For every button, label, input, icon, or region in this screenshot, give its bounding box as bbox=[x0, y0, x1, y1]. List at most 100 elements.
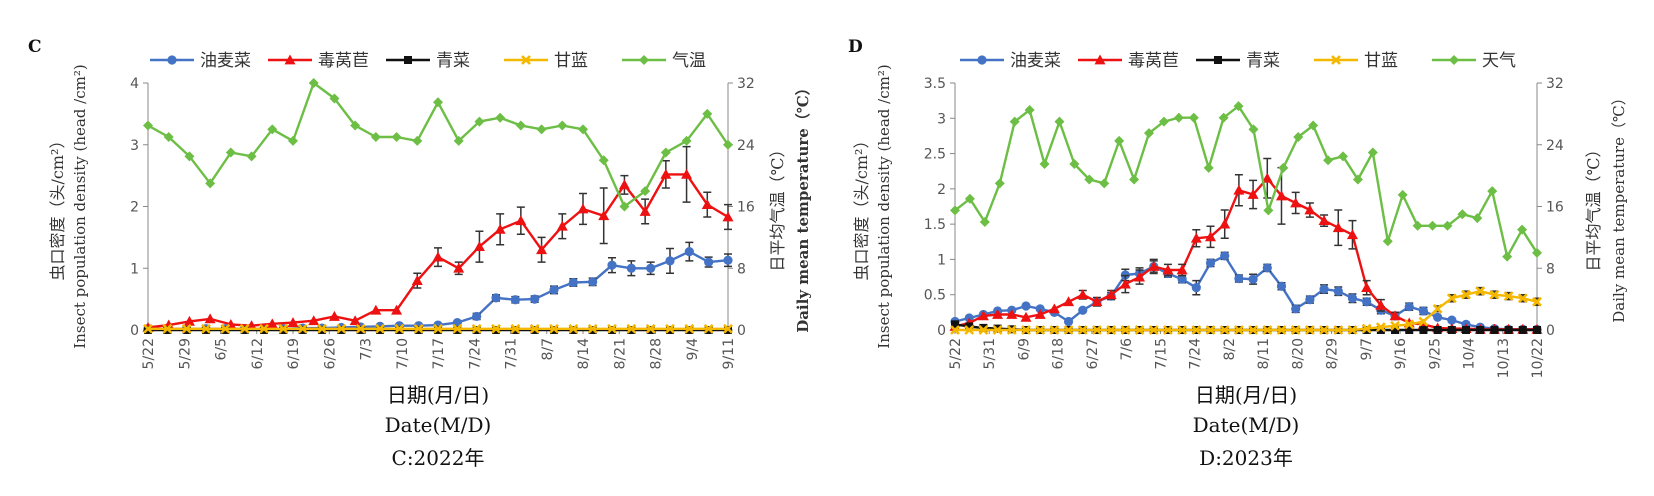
data-point-青菜 bbox=[1533, 326, 1541, 334]
legend-label-青菜: 青菜 bbox=[1246, 51, 1280, 71]
right-tick-label: 32 bbox=[737, 76, 755, 92]
data-point-气温 bbox=[433, 97, 443, 108]
data-point-毒莴苣 bbox=[1290, 197, 1302, 208]
x-tick-label: 8/2 bbox=[1222, 338, 1238, 361]
data-point-气温 bbox=[723, 139, 733, 150]
data-point-毒莴苣 bbox=[1261, 172, 1273, 183]
legend-symbol-天气-marker bbox=[1449, 55, 1459, 65]
data-point-油麦菜 bbox=[549, 285, 559, 295]
data-point-甘蓝 bbox=[1049, 325, 1060, 335]
data-point-毒莴苣 bbox=[515, 215, 527, 226]
legend-label-青菜: 青菜 bbox=[436, 51, 470, 71]
data-point-甘蓝 bbox=[220, 323, 231, 334]
data-point-气温 bbox=[495, 112, 506, 123]
data-point-油麦菜 bbox=[472, 311, 482, 322]
data-point-毒莴苣 bbox=[1148, 260, 1160, 271]
x-axis-title-en: Date(M/D) bbox=[1193, 413, 1300, 437]
data-point-毒莴苣 bbox=[1247, 189, 1259, 199]
data-point-天气 bbox=[1382, 236, 1393, 247]
x-tick-label: 5/31 bbox=[982, 338, 998, 369]
data-point-甘蓝 bbox=[1219, 325, 1230, 335]
data-point-天气 bbox=[1532, 247, 1542, 258]
data-point-甘蓝 bbox=[1134, 325, 1145, 335]
data-point-甘蓝 bbox=[1191, 325, 1202, 335]
data-point-油麦菜 bbox=[1063, 316, 1074, 327]
data-point-青菜 bbox=[965, 322, 974, 331]
data-point-毒莴苣 bbox=[722, 211, 734, 222]
data-point-天气 bbox=[1248, 124, 1259, 135]
data-point-毒莴苣 bbox=[370, 304, 382, 315]
data-point-毒莴苣 bbox=[577, 203, 589, 214]
data-point-甘蓝 bbox=[375, 323, 385, 334]
data-point-油麦菜 bbox=[510, 295, 520, 305]
data-point-甘蓝 bbox=[1092, 325, 1102, 335]
legend-label-甘蓝: 甘蓝 bbox=[1364, 51, 1398, 71]
left-axis-title-en: Insect population density (head /cm²) bbox=[71, 64, 89, 348]
left-tick-label: 2 bbox=[937, 182, 946, 198]
data-point-天气 bbox=[1442, 220, 1453, 231]
x-tick-label: 9/25 bbox=[1427, 338, 1443, 369]
x-tick-label: 10/4 bbox=[1462, 338, 1478, 370]
data-point-甘蓝 bbox=[1404, 319, 1415, 330]
data-point-毒莴苣 bbox=[977, 310, 989, 321]
data-point-甘蓝 bbox=[181, 323, 192, 334]
x-tick-label: 7/15 bbox=[1153, 338, 1169, 369]
legend-label-油麦菜: 油麦菜 bbox=[1010, 51, 1061, 71]
series-毒莴苣 bbox=[142, 145, 734, 332]
legend-label-甘蓝: 甘蓝 bbox=[554, 51, 588, 71]
series-甘蓝 bbox=[143, 323, 733, 334]
data-point-油麦菜 bbox=[723, 255, 733, 265]
data-point-油麦菜 bbox=[1447, 315, 1457, 325]
data-point-甘蓝 bbox=[645, 323, 656, 334]
data-point-天气 bbox=[1009, 116, 1020, 127]
data-point-甘蓝 bbox=[1262, 325, 1273, 335]
right-tick-label: 8 bbox=[737, 261, 746, 277]
data-point-毒莴苣 bbox=[1077, 289, 1089, 300]
data-point-油麦菜 bbox=[1078, 305, 1088, 315]
data-point-毒莴苣 bbox=[1332, 222, 1344, 233]
data-point-甘蓝 bbox=[1021, 325, 1031, 335]
data-point-油麦菜 bbox=[704, 257, 714, 267]
data-point-天气 bbox=[1024, 105, 1035, 116]
data-point-气温 bbox=[308, 78, 319, 88]
data-point-甘蓝 bbox=[317, 323, 327, 334]
data-point-气温 bbox=[578, 124, 588, 135]
legend-symbol-气温-marker bbox=[639, 55, 649, 65]
data-point-气温 bbox=[184, 151, 195, 162]
data-point-毒莴苣 bbox=[660, 168, 672, 179]
x-tick-label: 8/29 bbox=[1325, 338, 1341, 369]
left-tick-label: 3 bbox=[130, 138, 139, 154]
data-point-甘蓝 bbox=[1106, 325, 1117, 335]
left-axis-title-cn: 虫口密度（头/cm²） bbox=[852, 133, 871, 281]
legend-symbol-甘蓝-marker bbox=[521, 55, 531, 65]
panel-label-C: C bbox=[28, 37, 42, 57]
x-tick-label: 6/19 bbox=[286, 338, 302, 369]
series-line-天气 bbox=[954, 105, 1539, 258]
data-point-甘蓝 bbox=[1120, 325, 1131, 335]
data-point-天气 bbox=[1457, 209, 1468, 220]
x-tick-label: 7/24 bbox=[467, 338, 483, 370]
data-point-毒莴苣 bbox=[287, 317, 299, 327]
legend-label-油麦菜: 油麦菜 bbox=[200, 51, 251, 71]
data-point-甘蓝 bbox=[491, 323, 501, 334]
legend-symbol-毒莴苣-marker bbox=[284, 54, 296, 65]
legend-symbol-油麦菜-marker bbox=[167, 55, 177, 65]
data-point-天气 bbox=[964, 193, 975, 204]
data-point-甘蓝 bbox=[587, 323, 598, 334]
data-point-毒莴苣 bbox=[556, 220, 568, 231]
right-axis-title-cn: 日平均气温（℃） bbox=[768, 142, 787, 272]
data-point-甘蓝 bbox=[297, 323, 308, 334]
data-point-油麦菜 bbox=[607, 260, 617, 270]
data-point-油麦菜 bbox=[568, 277, 578, 288]
data-point-甘蓝 bbox=[665, 323, 675, 334]
data-point-甘蓝 bbox=[355, 323, 366, 334]
data-point-毒莴苣 bbox=[1275, 190, 1287, 201]
data-point-油麦菜 bbox=[1021, 301, 1031, 311]
data-point-天气 bbox=[1472, 213, 1483, 224]
panel-C: C 0 1 2 3 4 0 8 16 24 32 5/22 5/29 6/5 6/12 6/19 6/26 7/3… bbox=[28, 37, 812, 470]
data-point-甘蓝 bbox=[950, 325, 960, 335]
data-point-毒莴苣 bbox=[391, 304, 403, 315]
data-point-毒莴苣 bbox=[1162, 264, 1174, 275]
x-tick-label: 7/24 bbox=[1188, 338, 1204, 370]
